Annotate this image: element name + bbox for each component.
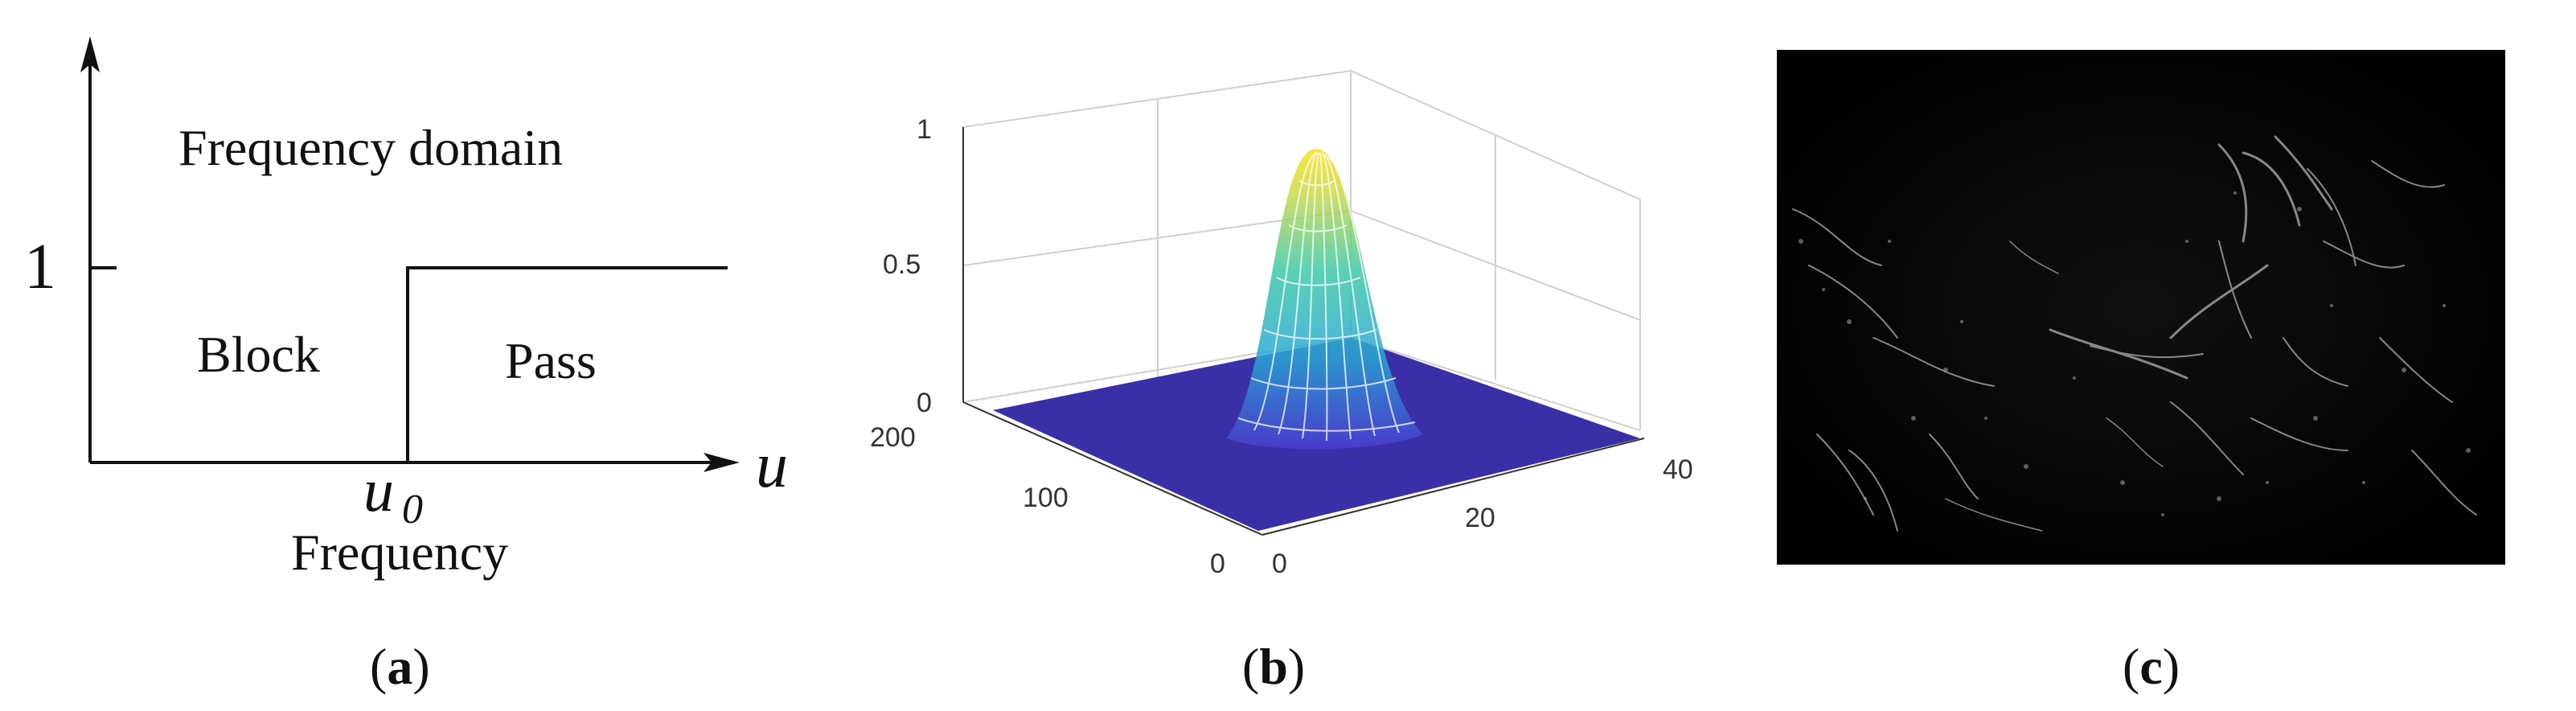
panel-b: 0 0.5 1 200 100 0 0 20 40 xyxy=(870,69,1693,579)
y-tick-one: 1 xyxy=(24,232,56,302)
caption-a: (a) xyxy=(370,638,430,695)
z-tick-1: 1 xyxy=(917,114,932,145)
left-tick-100: 100 xyxy=(1023,483,1069,513)
speckle-dots xyxy=(1799,191,2471,516)
z-tick-0: 0 xyxy=(917,388,932,418)
cutoff-u-subscript: 0 xyxy=(402,487,423,532)
cutoff-u-base: u xyxy=(363,457,394,524)
left-tick-200: 200 xyxy=(870,422,916,453)
right-tick-0: 0 xyxy=(1272,549,1287,579)
filtered-image xyxy=(1777,50,2505,565)
caption-c: (c) xyxy=(2123,638,2180,695)
pass-label: Pass xyxy=(505,332,597,389)
x-axis-label: Frequency xyxy=(291,524,508,581)
panel-a-title: Frequency domain xyxy=(178,119,563,176)
panel-c xyxy=(1777,50,2505,565)
z-tick-0-5: 0.5 xyxy=(883,249,921,280)
high-pass-step-line xyxy=(406,266,728,462)
right-tick-40: 40 xyxy=(1663,454,1693,485)
svg-text:(a): (a) xyxy=(370,638,430,695)
svg-text:(c): (c) xyxy=(2123,638,2180,695)
svg-text:(b): (b) xyxy=(1242,638,1305,695)
caption-b-letter: b xyxy=(1259,638,1288,695)
axis-variable-u: u xyxy=(756,430,788,501)
panel-a: Frequency domain 1 Block Pass u u 0 Freq… xyxy=(24,36,788,581)
caption-a-letter: a xyxy=(387,638,412,695)
right-tick-20: 20 xyxy=(1465,503,1495,533)
y-axis-arrow-icon xyxy=(80,36,100,72)
right-floor-axis xyxy=(1261,438,1645,536)
caption-b: (b) xyxy=(1242,638,1305,695)
left-floor-axis xyxy=(962,401,1263,536)
x-axis-arrow-icon xyxy=(703,453,740,472)
gaussian-peak xyxy=(1226,148,1423,450)
block-label: Block xyxy=(197,326,320,383)
left-tick-0: 0 xyxy=(1210,549,1225,579)
caption-c-letter: c xyxy=(2139,638,2162,695)
edge-texture xyxy=(1792,135,2477,532)
